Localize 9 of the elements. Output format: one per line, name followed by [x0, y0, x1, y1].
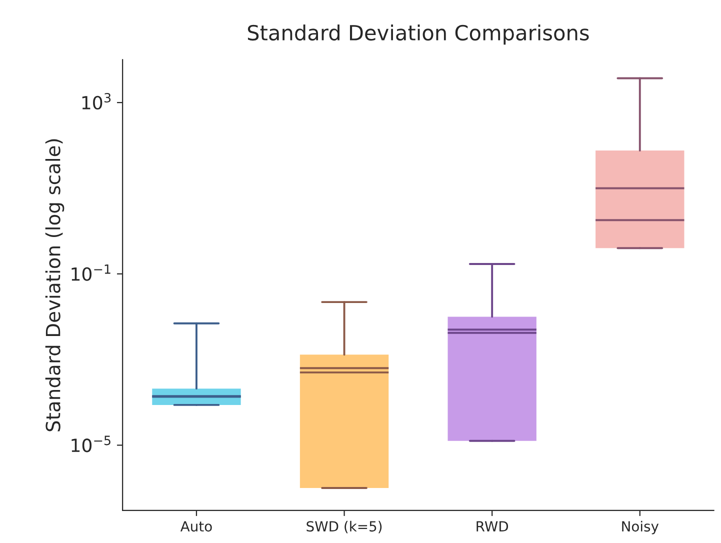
x-tick-label: Noisy	[622, 520, 659, 534]
x-tick-label: SWD (k=5)	[306, 520, 382, 534]
x-tick-label: Auto	[180, 521, 212, 532]
y-tick-label: 10$^{−5}$	[72, 436, 110, 452]
y-axis-title: Standard Deviation (log scale)	[45, 139, 64, 432]
chart-title: Standard Deviation Comparisons	[248, 24, 589, 45]
x-tick-label: RWD	[476, 521, 508, 532]
y-tick-label: 10$^{3}$	[82, 92, 111, 110]
y-tick-label: 10$^{−1}$	[72, 264, 110, 281]
